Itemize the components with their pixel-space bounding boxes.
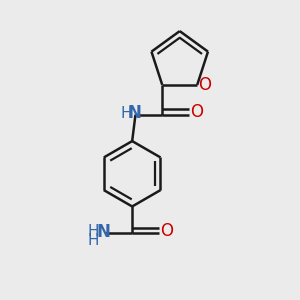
Text: O: O bbox=[190, 103, 203, 121]
Text: H: H bbox=[88, 224, 99, 239]
Text: H: H bbox=[88, 233, 99, 248]
Text: O: O bbox=[198, 76, 211, 94]
Text: O: O bbox=[160, 222, 173, 240]
Text: N: N bbox=[127, 104, 141, 122]
Text: N: N bbox=[97, 223, 111, 241]
Text: H: H bbox=[120, 106, 132, 121]
